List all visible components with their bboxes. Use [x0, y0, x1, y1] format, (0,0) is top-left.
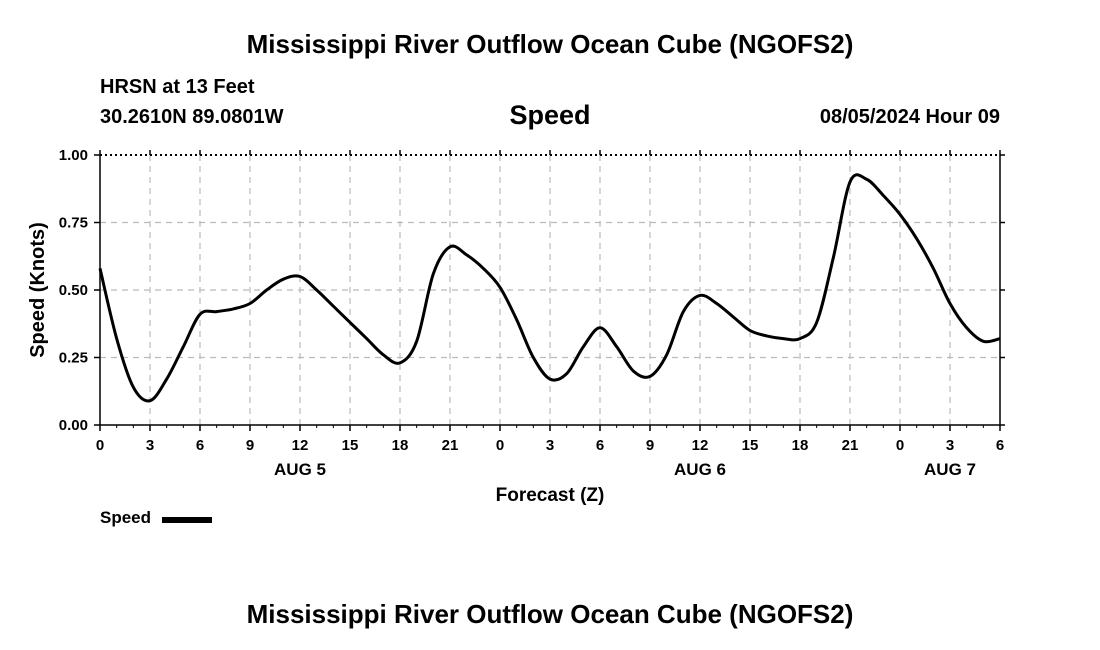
x-tick-label: 12 [292, 437, 309, 454]
legend-line-swatch [162, 517, 212, 523]
speed-series-line [98, 173, 1001, 403]
x-tick-label: 18 [392, 437, 409, 454]
y-tick-label: 0.25 [59, 350, 88, 367]
footer-title: Mississippi River Outflow Ocean Cube (NG… [246, 599, 854, 629]
x-tick-label: 9 [246, 437, 254, 454]
chart-title: Speed [509, 100, 591, 130]
coordinates-label: 30.2610N 89.0801W [100, 106, 284, 128]
x-axis-title: Forecast (Z) [496, 485, 605, 506]
main-title: Mississippi River Outflow Ocean Cube (NG… [246, 29, 854, 59]
x-tick-label: 21 [842, 437, 859, 454]
x-tick-label: 6 [596, 437, 604, 454]
station-label: HRSN at 13 Feet [100, 76, 255, 98]
x-tick-label: 6 [196, 437, 204, 454]
x-tick-label: 3 [946, 437, 954, 454]
x-tick-label: 21 [442, 437, 459, 454]
timestamp-label: 08/05/2024 Hour 09 [819, 106, 1000, 128]
x-tick-label: 3 [546, 437, 554, 454]
x-tick-label: 3 [146, 437, 154, 454]
y-tick-label: 0.50 [59, 282, 88, 299]
x-tick-label: 0 [96, 437, 104, 454]
y-tick-label: 0.00 [59, 417, 88, 434]
x-tick-label: 12 [692, 437, 709, 454]
x-tick-label: 0 [496, 437, 504, 454]
y-tick-label: 1.00 [59, 147, 88, 164]
x-tick-label: 9 [646, 437, 654, 454]
x-tick-label: 15 [742, 437, 759, 454]
x-tick-label: 6 [996, 437, 1004, 454]
x-tick-label: 0 [896, 437, 904, 454]
x-tick-label: 15 [342, 437, 359, 454]
day-label: AUG 6 [674, 460, 726, 479]
y-axis-title: Speed (Knots) [27, 222, 49, 358]
day-label: AUG 7 [924, 460, 976, 479]
legend-label: Speed [100, 508, 152, 527]
y-tick-label: 0.75 [59, 215, 88, 232]
day-label: AUG 5 [274, 460, 326, 479]
x-tick-label: 18 [792, 437, 809, 454]
